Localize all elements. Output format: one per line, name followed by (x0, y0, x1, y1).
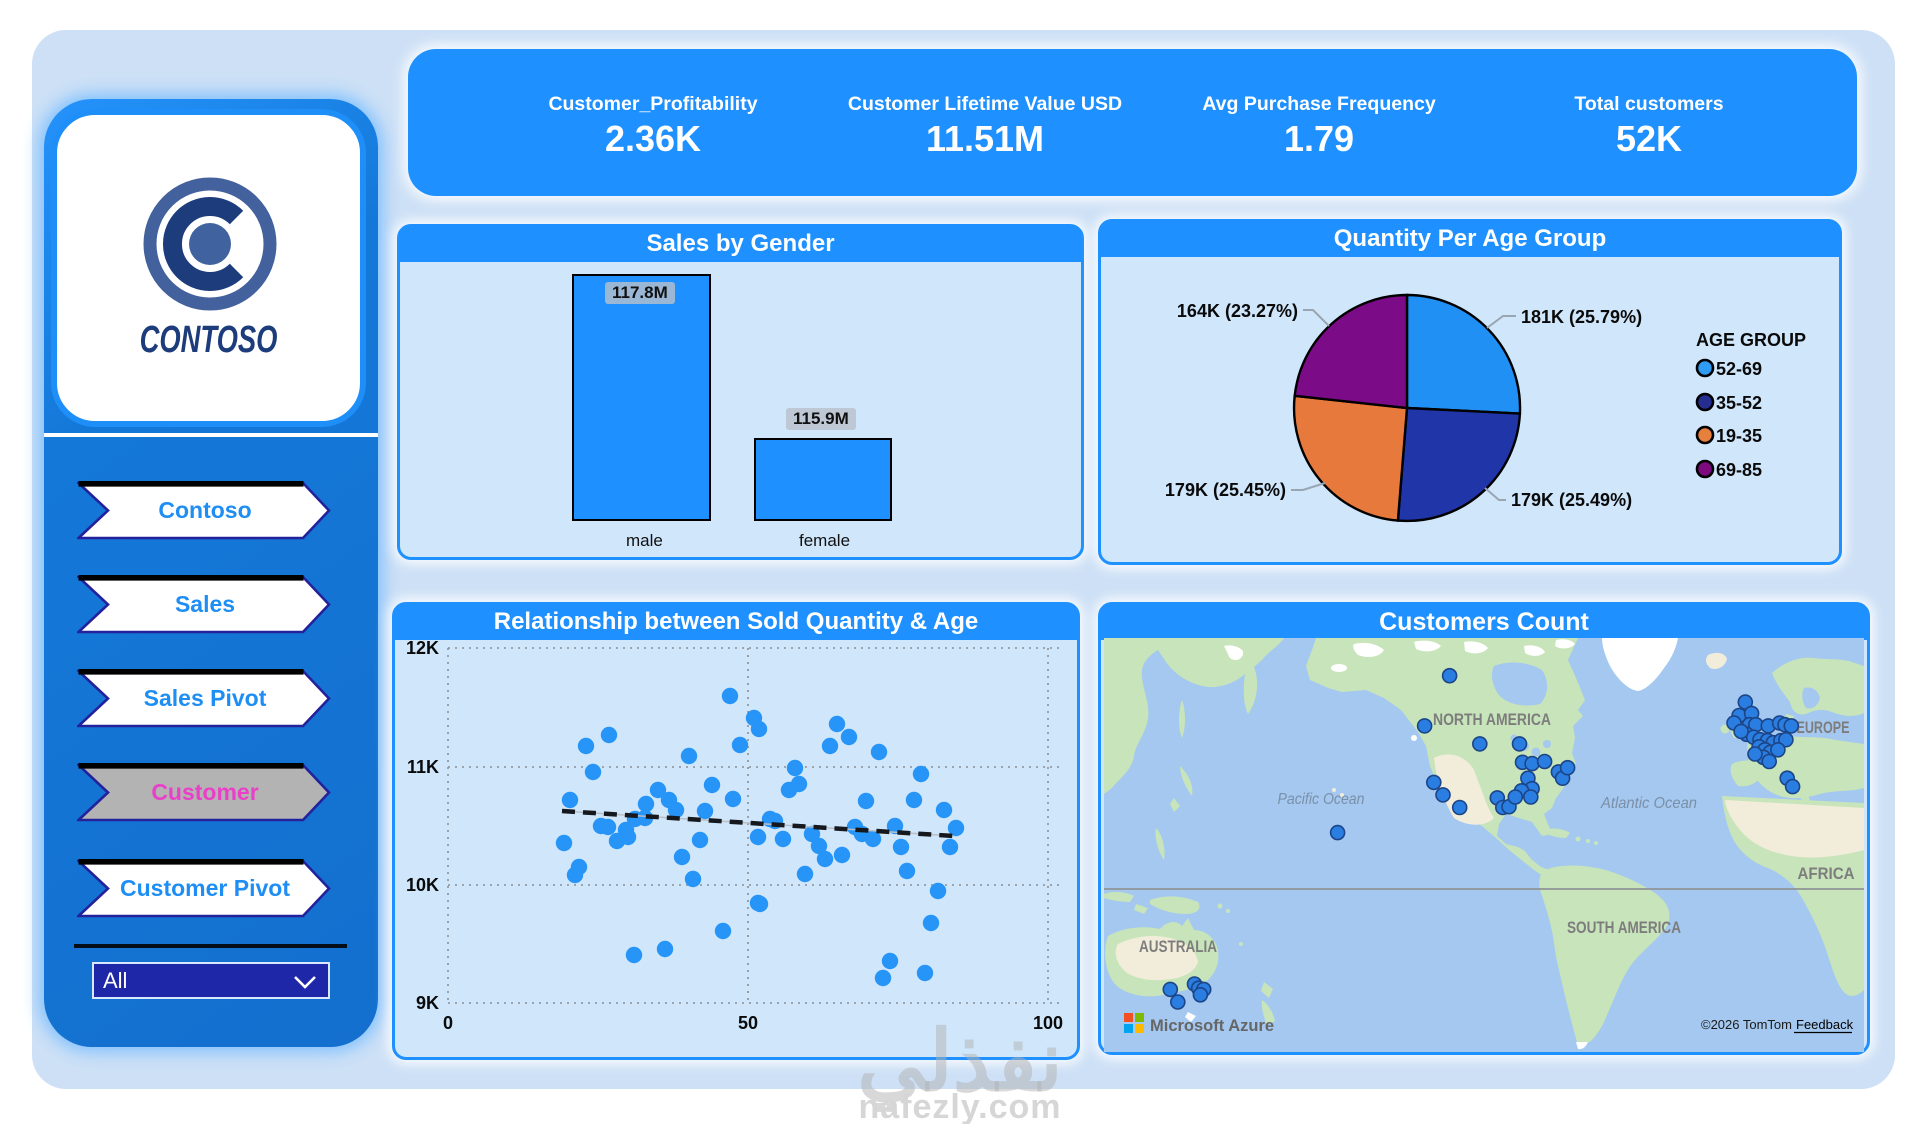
svg-text:Pacific Ocean: Pacific Ocean (1278, 791, 1365, 808)
svg-text:©2026 TomTom: ©2026 TomTom (1701, 1017, 1792, 1032)
svg-text:Microsoft Azure: Microsoft Azure (1150, 1017, 1274, 1035)
svg-text:179K (25.45%): 179K (25.45%) (1165, 480, 1286, 500)
svg-text:164K (23.27%): 164K (23.27%) (1177, 301, 1298, 321)
svg-text:AFRICA: AFRICA (1798, 864, 1855, 883)
svg-text:EUROPE: EUROPE (1797, 718, 1850, 737)
svg-text:10K: 10K (406, 875, 439, 895)
svg-text:NORTH AMERICA: NORTH AMERICA (1433, 710, 1551, 729)
svg-text:100: 100 (1033, 1013, 1063, 1033)
svg-text:69-85: 69-85 (1716, 460, 1762, 480)
svg-text:SOUTH AMERICA: SOUTH AMERICA (1567, 918, 1681, 937)
svg-text:AGE GROUP: AGE GROUP (1696, 330, 1806, 350)
svg-text:35-52: 35-52 (1716, 393, 1762, 413)
svg-text:9K: 9K (416, 993, 439, 1013)
svg-text:19-35: 19-35 (1716, 426, 1762, 446)
svg-text:Feedback: Feedback (1796, 1017, 1854, 1032)
svg-text:AUSTRALIA: AUSTRALIA (1139, 937, 1217, 956)
svg-text:52-69: 52-69 (1716, 359, 1762, 379)
svg-text:11K: 11K (407, 757, 439, 777)
svg-text:181K (25.79%): 181K (25.79%) (1521, 307, 1642, 327)
svg-text:50: 50 (738, 1013, 758, 1033)
svg-text:179K (25.49%): 179K (25.49%) (1511, 490, 1632, 510)
svg-text:Atlantic Ocean: Atlantic Ocean (1600, 795, 1697, 812)
svg-text:12K: 12K (406, 638, 439, 658)
svg-text:0: 0 (443, 1013, 453, 1033)
